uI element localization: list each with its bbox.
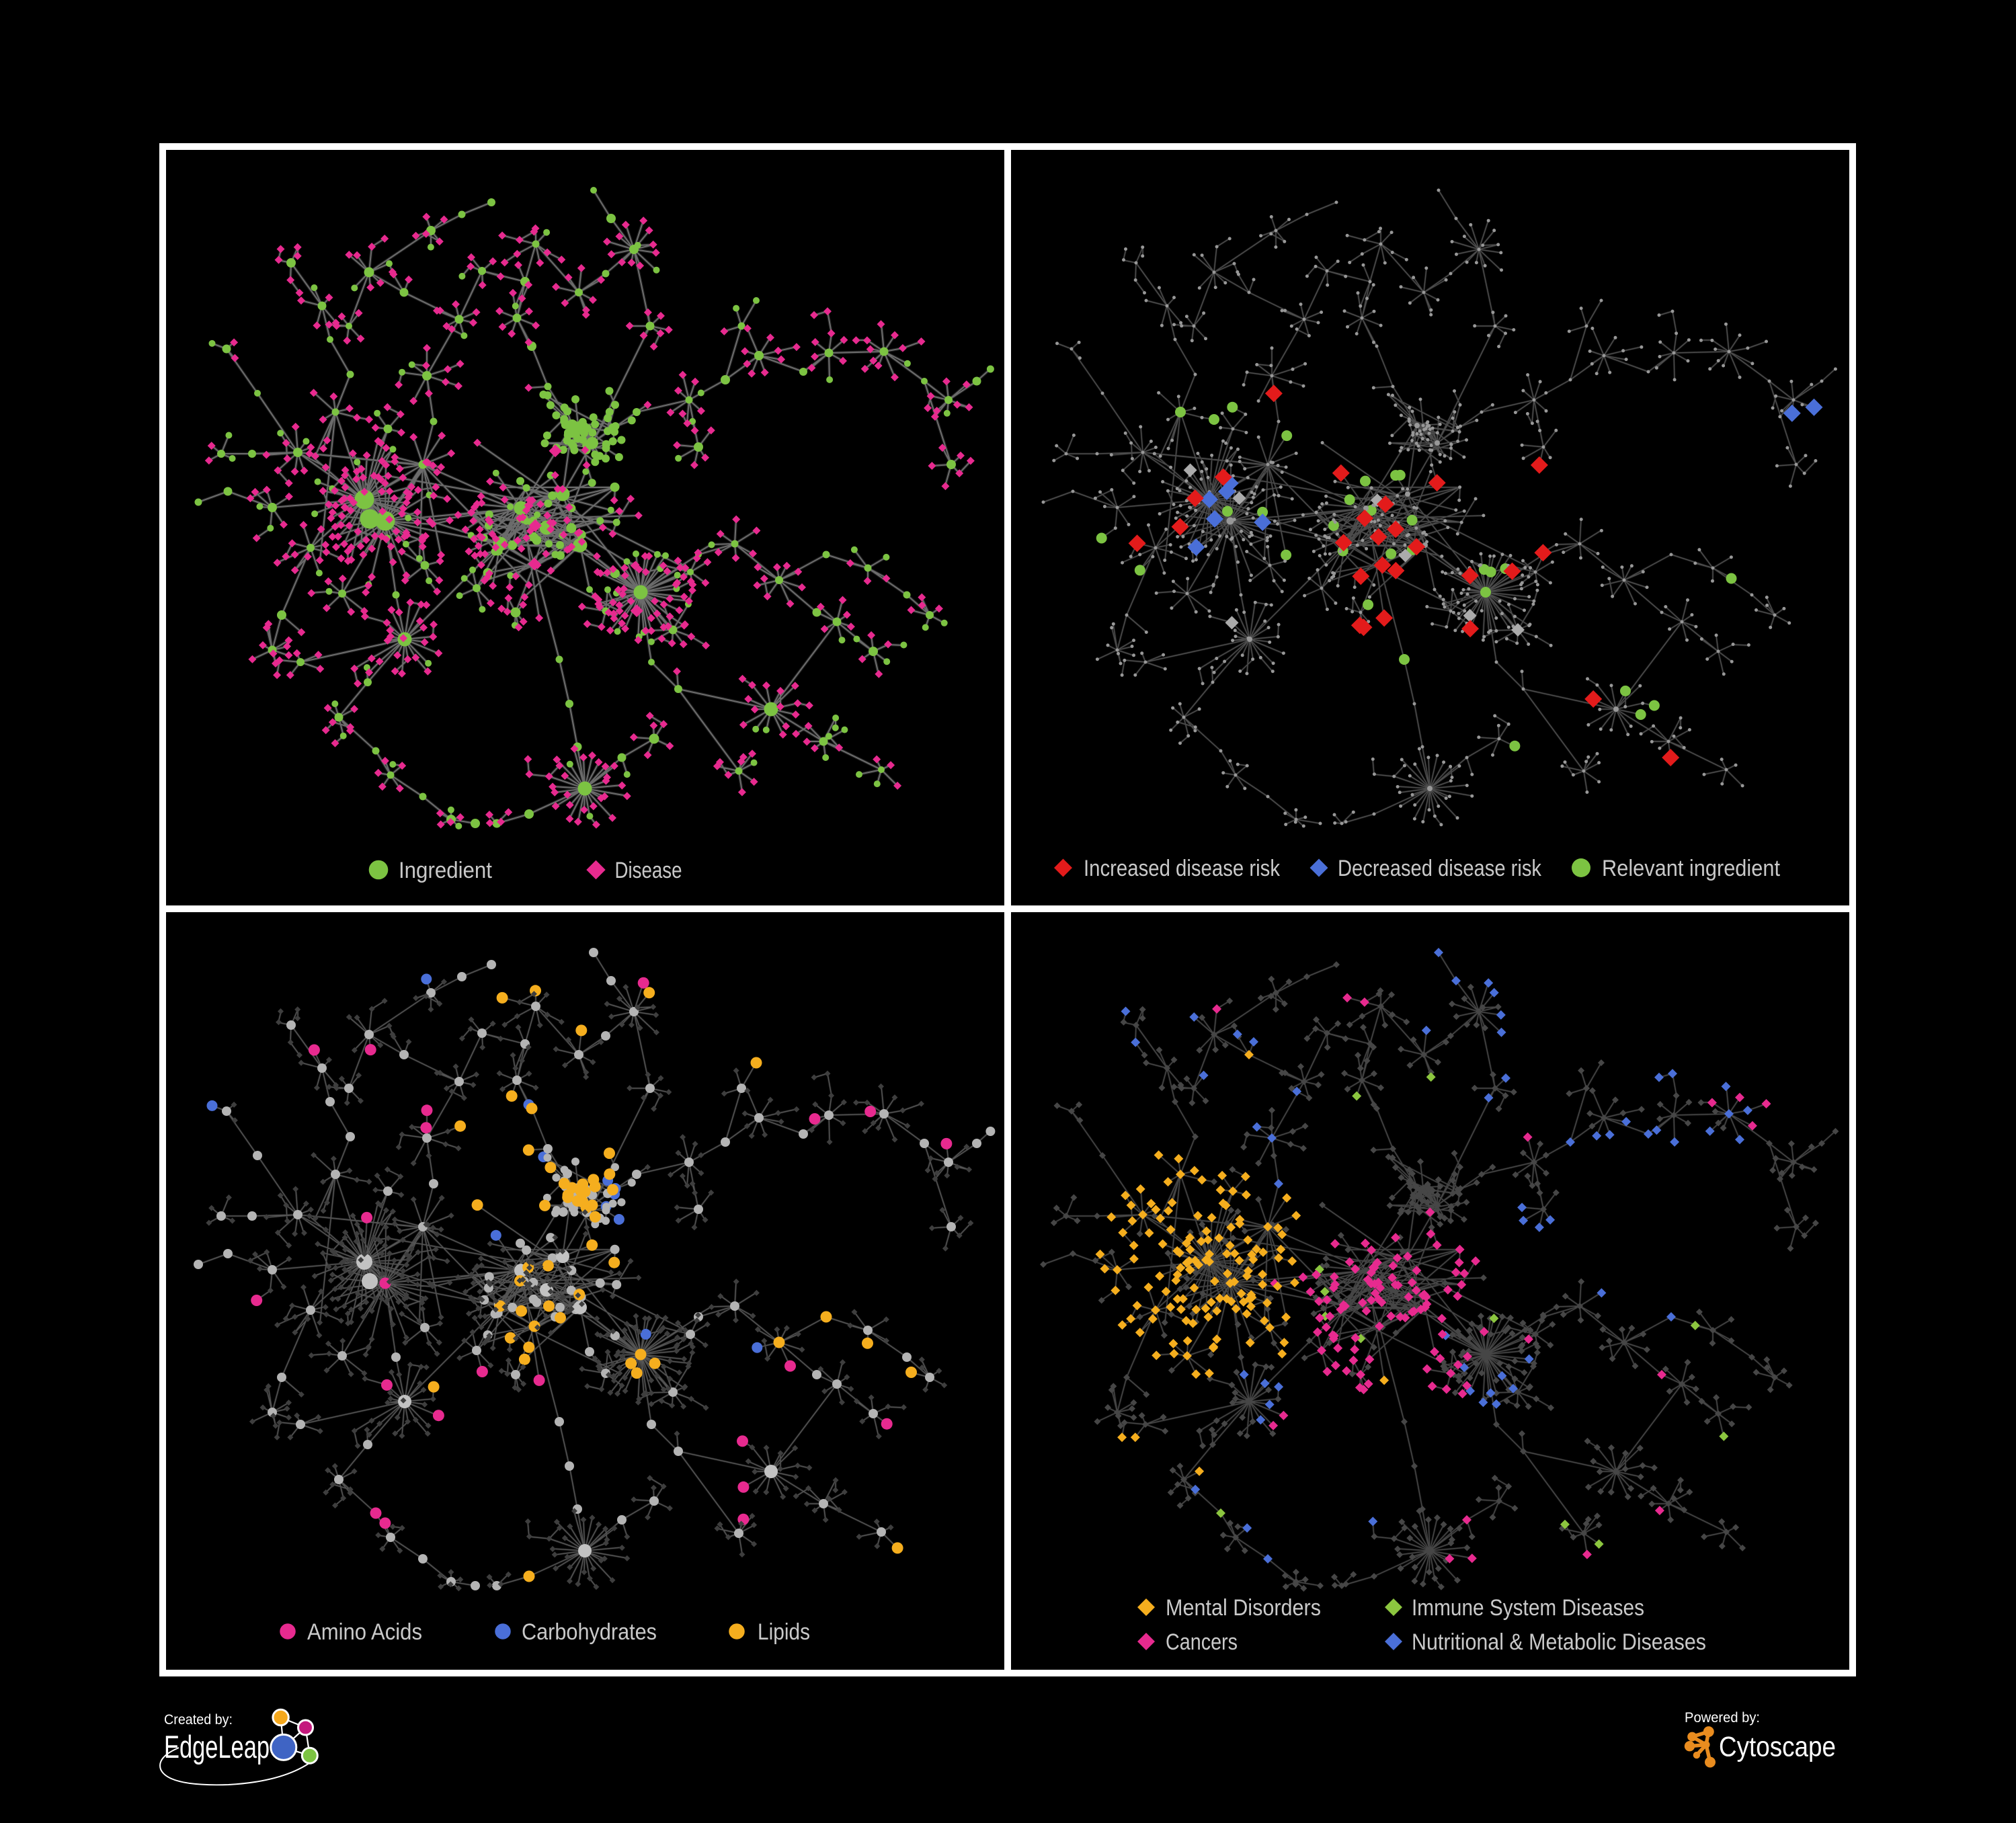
svg-text:Powered by:: Powered by: <box>1685 1710 1760 1726</box>
svg-text:EdgeLeap: EdgeLeap <box>164 1729 270 1765</box>
svg-text:Carbohydrates: Carbohydrates <box>522 1619 657 1645</box>
svg-text:Relevant ingredient: Relevant ingredient <box>1602 856 1781 881</box>
svg-text:Created by:: Created by: <box>164 1712 233 1728</box>
svg-text:Immune System Diseases: Immune System Diseases <box>1412 1595 1644 1621</box>
svg-text:Mental Disorders: Mental Disorders <box>1166 1595 1321 1621</box>
svg-text:Cancers: Cancers <box>1166 1629 1238 1655</box>
svg-text:Amino Acids: Amino Acids <box>307 1619 422 1645</box>
svg-text:Disease: Disease <box>615 858 682 883</box>
svg-text:Decreased disease risk: Decreased disease risk <box>1338 856 1542 881</box>
svg-text:Ingredient: Ingredient <box>399 858 492 883</box>
svg-text:Nutritional & Metabolic Diseas: Nutritional & Metabolic Diseases <box>1412 1629 1706 1655</box>
svg-text:Lipids: Lipids <box>758 1619 810 1645</box>
svg-text:Increased disease risk: Increased disease risk <box>1084 856 1281 881</box>
svg-text:Cytoscape: Cytoscape <box>1719 1731 1836 1763</box>
